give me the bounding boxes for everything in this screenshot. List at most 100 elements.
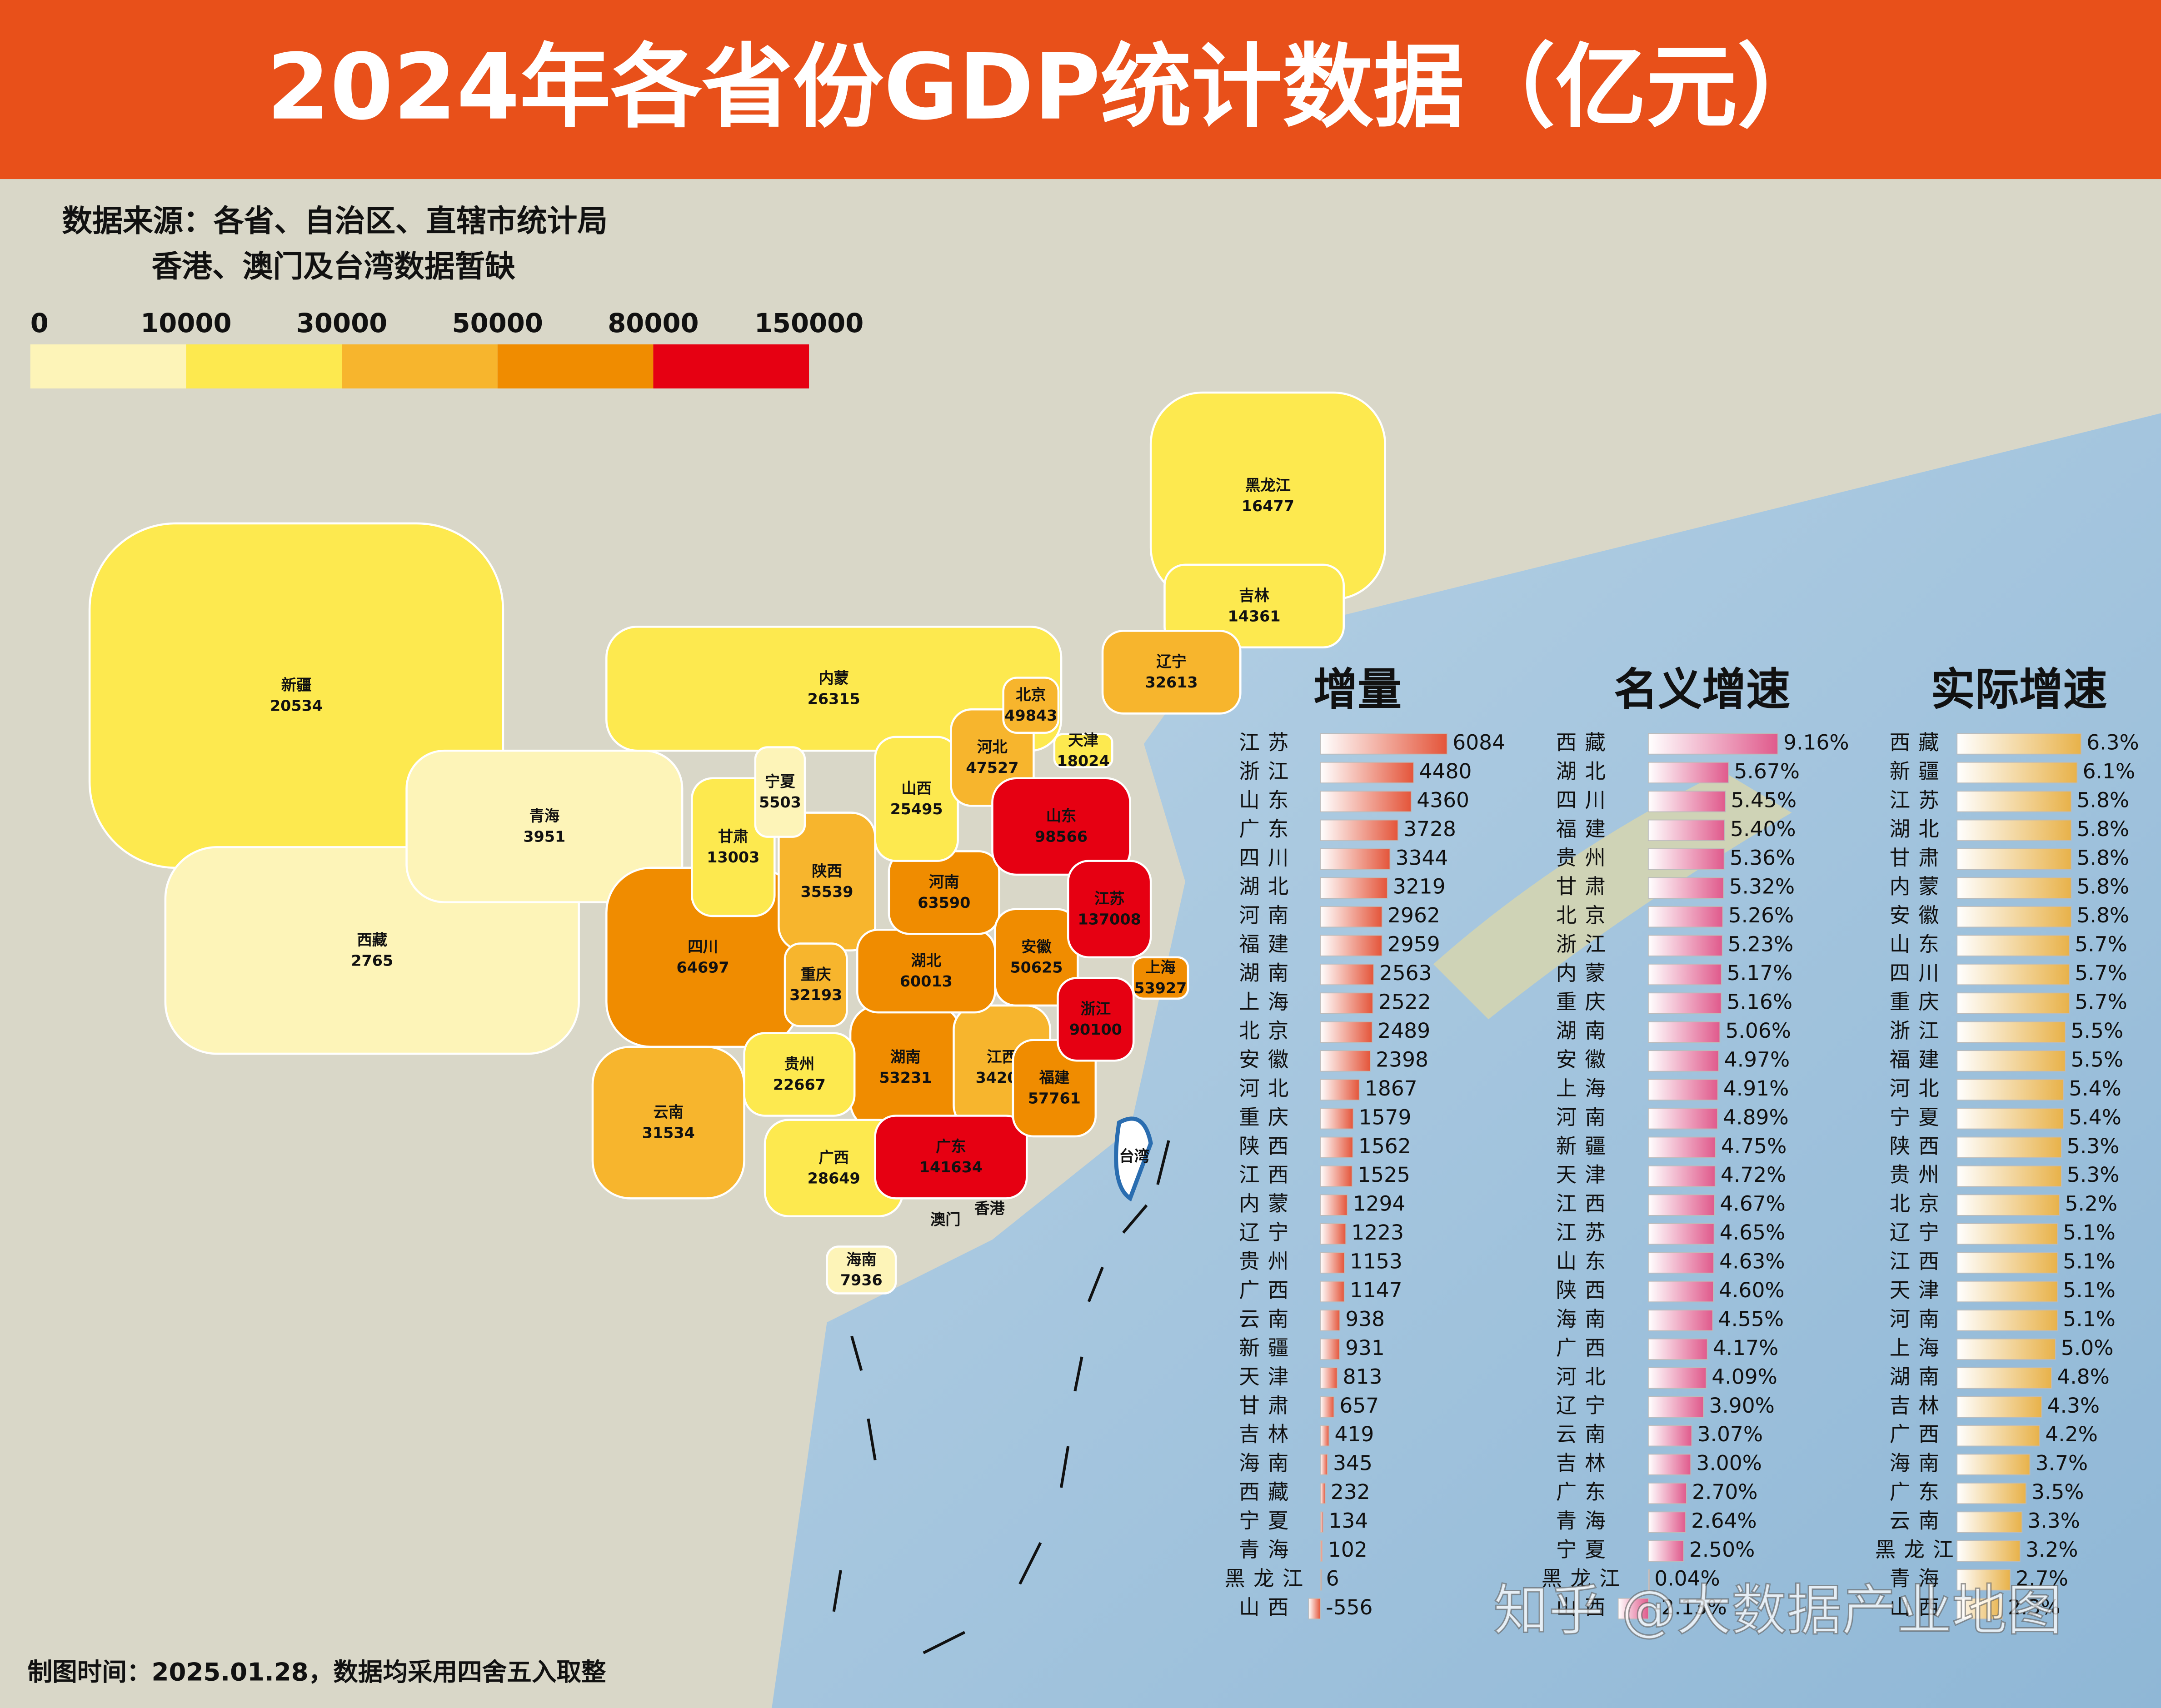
province [874,736,959,862]
row-name: 安徽 [1239,1047,1297,1071]
row-name: 山西 [1556,1595,1614,1619]
bar-label: 5.2% [2065,1192,2118,1216]
map-label: 台湾 [1119,1147,1149,1165]
bar [1956,1454,2031,1475]
bar [1647,1136,1716,1158]
row-name: 青海 [1239,1538,1297,1562]
bar [1956,906,2072,928]
row-name: 辽宁 [1239,1220,1297,1245]
province-name: 天津 [1068,731,1098,749]
province-value: 32613 [1145,673,1198,691]
province-value: 25495 [890,800,943,818]
bar [1956,935,2070,956]
bar-label: 4.2% [2045,1422,2098,1446]
bar [1956,1280,2058,1303]
row-name: 天津 [1239,1364,1297,1389]
bar [1320,1482,1326,1504]
bar [1320,762,1414,784]
bar [1647,906,1723,928]
bar-label: 2563 [1379,961,1432,985]
row-name: 云南 [1239,1307,1297,1331]
bar-label: 2959 [1387,932,1440,956]
row-name: 江苏 [1556,1220,1614,1245]
footer: 制图时间：2025.01.28，数据均采用四舍五入取整 [28,1657,606,1686]
bar [1647,791,1726,812]
province-value: 63590 [918,894,970,911]
bar [1956,1425,2041,1447]
bar [1320,1252,1345,1274]
bar-label: 3.00% [1696,1451,1762,1475]
row-name: 福建 [1239,932,1297,956]
row-name: 浙江 [1890,1019,1947,1043]
bar [1320,1310,1341,1331]
bar [1320,819,1399,841]
province-name: 山东 [1046,807,1077,825]
province-name: 福建 [1039,1069,1070,1086]
bar [1320,1021,1373,1043]
province-value: 64697 [677,959,729,976]
province [849,1004,962,1131]
province-value: 31534 [642,1124,695,1141]
bar-label: 5.8% [2077,875,2130,899]
province-name: 河南 [929,873,959,891]
bar-label: 5.7% [2075,961,2127,985]
province [1053,733,1113,768]
bar-label: 4.89% [1723,1105,1788,1129]
bar [1320,1050,1371,1072]
row-name: 海南 [1239,1451,1297,1475]
bar [1647,1338,1708,1360]
map-label: 澳门 [930,1210,961,1228]
bar-label: 2.70% [1692,1480,1757,1504]
row-name: 江苏 [1239,730,1297,754]
title-banner [0,0,2161,179]
province [888,850,1000,935]
bar-label: 657 [1339,1394,1379,1418]
bar [1647,963,1722,986]
bar-label: 3219 [1393,875,1446,899]
row-name: 上海 [1239,990,1297,1014]
row-name: 天津 [1556,1163,1614,1187]
bar-label: 5.26% [1728,903,1794,927]
bar-label: 4.67% [1720,1192,1785,1216]
row-name: 云南 [1890,1509,1947,1533]
bar-label: 4.09% [1712,1364,1777,1389]
bar [1320,848,1391,870]
row-name: 湖南 [1890,1364,1947,1389]
bar-label: 1223 [1351,1220,1404,1245]
province-name: 安徽 [1021,938,1052,956]
province [784,942,848,1027]
bar [1956,1540,2021,1562]
bar [1647,1223,1715,1245]
row-name: 广西 [1890,1422,1947,1446]
province-name: 湖南 [890,1048,921,1066]
bar-label: 5.45% [1731,788,1797,812]
row-name: 山西 [1890,1595,1947,1619]
province-name: 湖北 [911,951,941,969]
bar-label: 5.40% [1730,817,1796,841]
bar [1956,963,2070,986]
row-name: 吉林 [1556,1451,1614,1475]
bar [1647,1050,1719,1072]
legend-tick-label: 80000 [608,308,699,339]
bar [1647,1569,1650,1591]
province [1012,1039,1097,1138]
legend-swatch [186,344,342,388]
bar [1956,1511,2023,1533]
bar-label: 6.3% [2086,730,2139,754]
source-line: 香港、澳门及台湾数据暂缺 [152,249,516,284]
bar-label: 5.0% [2061,1336,2114,1360]
row-name: 海南 [1556,1307,1614,1331]
bar [1647,1454,1692,1475]
province-value: 3951 [523,828,565,846]
province-name: 新疆 [281,676,312,694]
province-name: 上海 [1145,959,1176,976]
bar [1647,1425,1692,1447]
bar [1647,935,1723,956]
province [1163,563,1345,649]
province-value: 22667 [773,1076,826,1093]
bar [1320,1280,1345,1303]
bar-label: 419 [1335,1422,1374,1446]
province-value: 53927 [1134,979,1187,997]
province-value: 98566 [1035,828,1088,846]
row-name: 四川 [1556,788,1614,812]
